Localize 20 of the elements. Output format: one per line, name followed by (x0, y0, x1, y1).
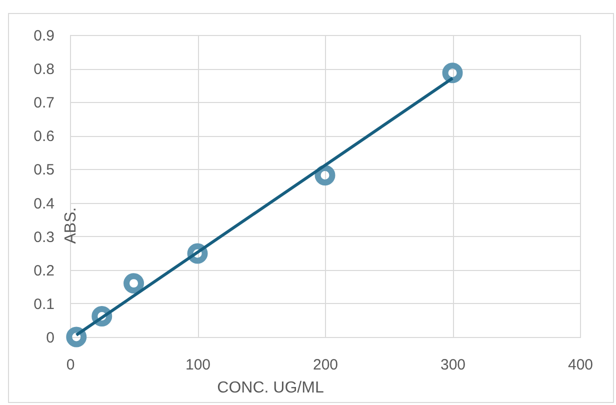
y-tick-label: 0.2 (34, 262, 54, 280)
y-tick-label: 0.8 (34, 61, 54, 78)
y-tick-label: 0.3 (34, 228, 54, 246)
y-tick-label: 0.4 (34, 195, 54, 212)
x-tick-label: 300 (440, 356, 466, 374)
point (66, 326, 87, 348)
x-tick-label: 100 (185, 356, 211, 374)
y-axis-title: ABS. (62, 207, 80, 244)
x-tick-label: 200 (312, 356, 338, 374)
y-tick-label: 0.7 (34, 94, 54, 112)
point (442, 62, 463, 84)
y-tick-label: 0 (46, 330, 54, 346)
x-tick-label: 0 (66, 356, 75, 374)
y-tick-label: 0.6 (34, 128, 54, 146)
x-axis-title: CONC. UG/ML (217, 380, 324, 396)
y-tick-label: 0.1 (34, 296, 54, 313)
point (124, 273, 144, 294)
x-tick-label: 400 (568, 356, 594, 374)
y-tick-label: 0.9 (34, 28, 54, 44)
y-tick-label: 0.5 (34, 162, 54, 179)
